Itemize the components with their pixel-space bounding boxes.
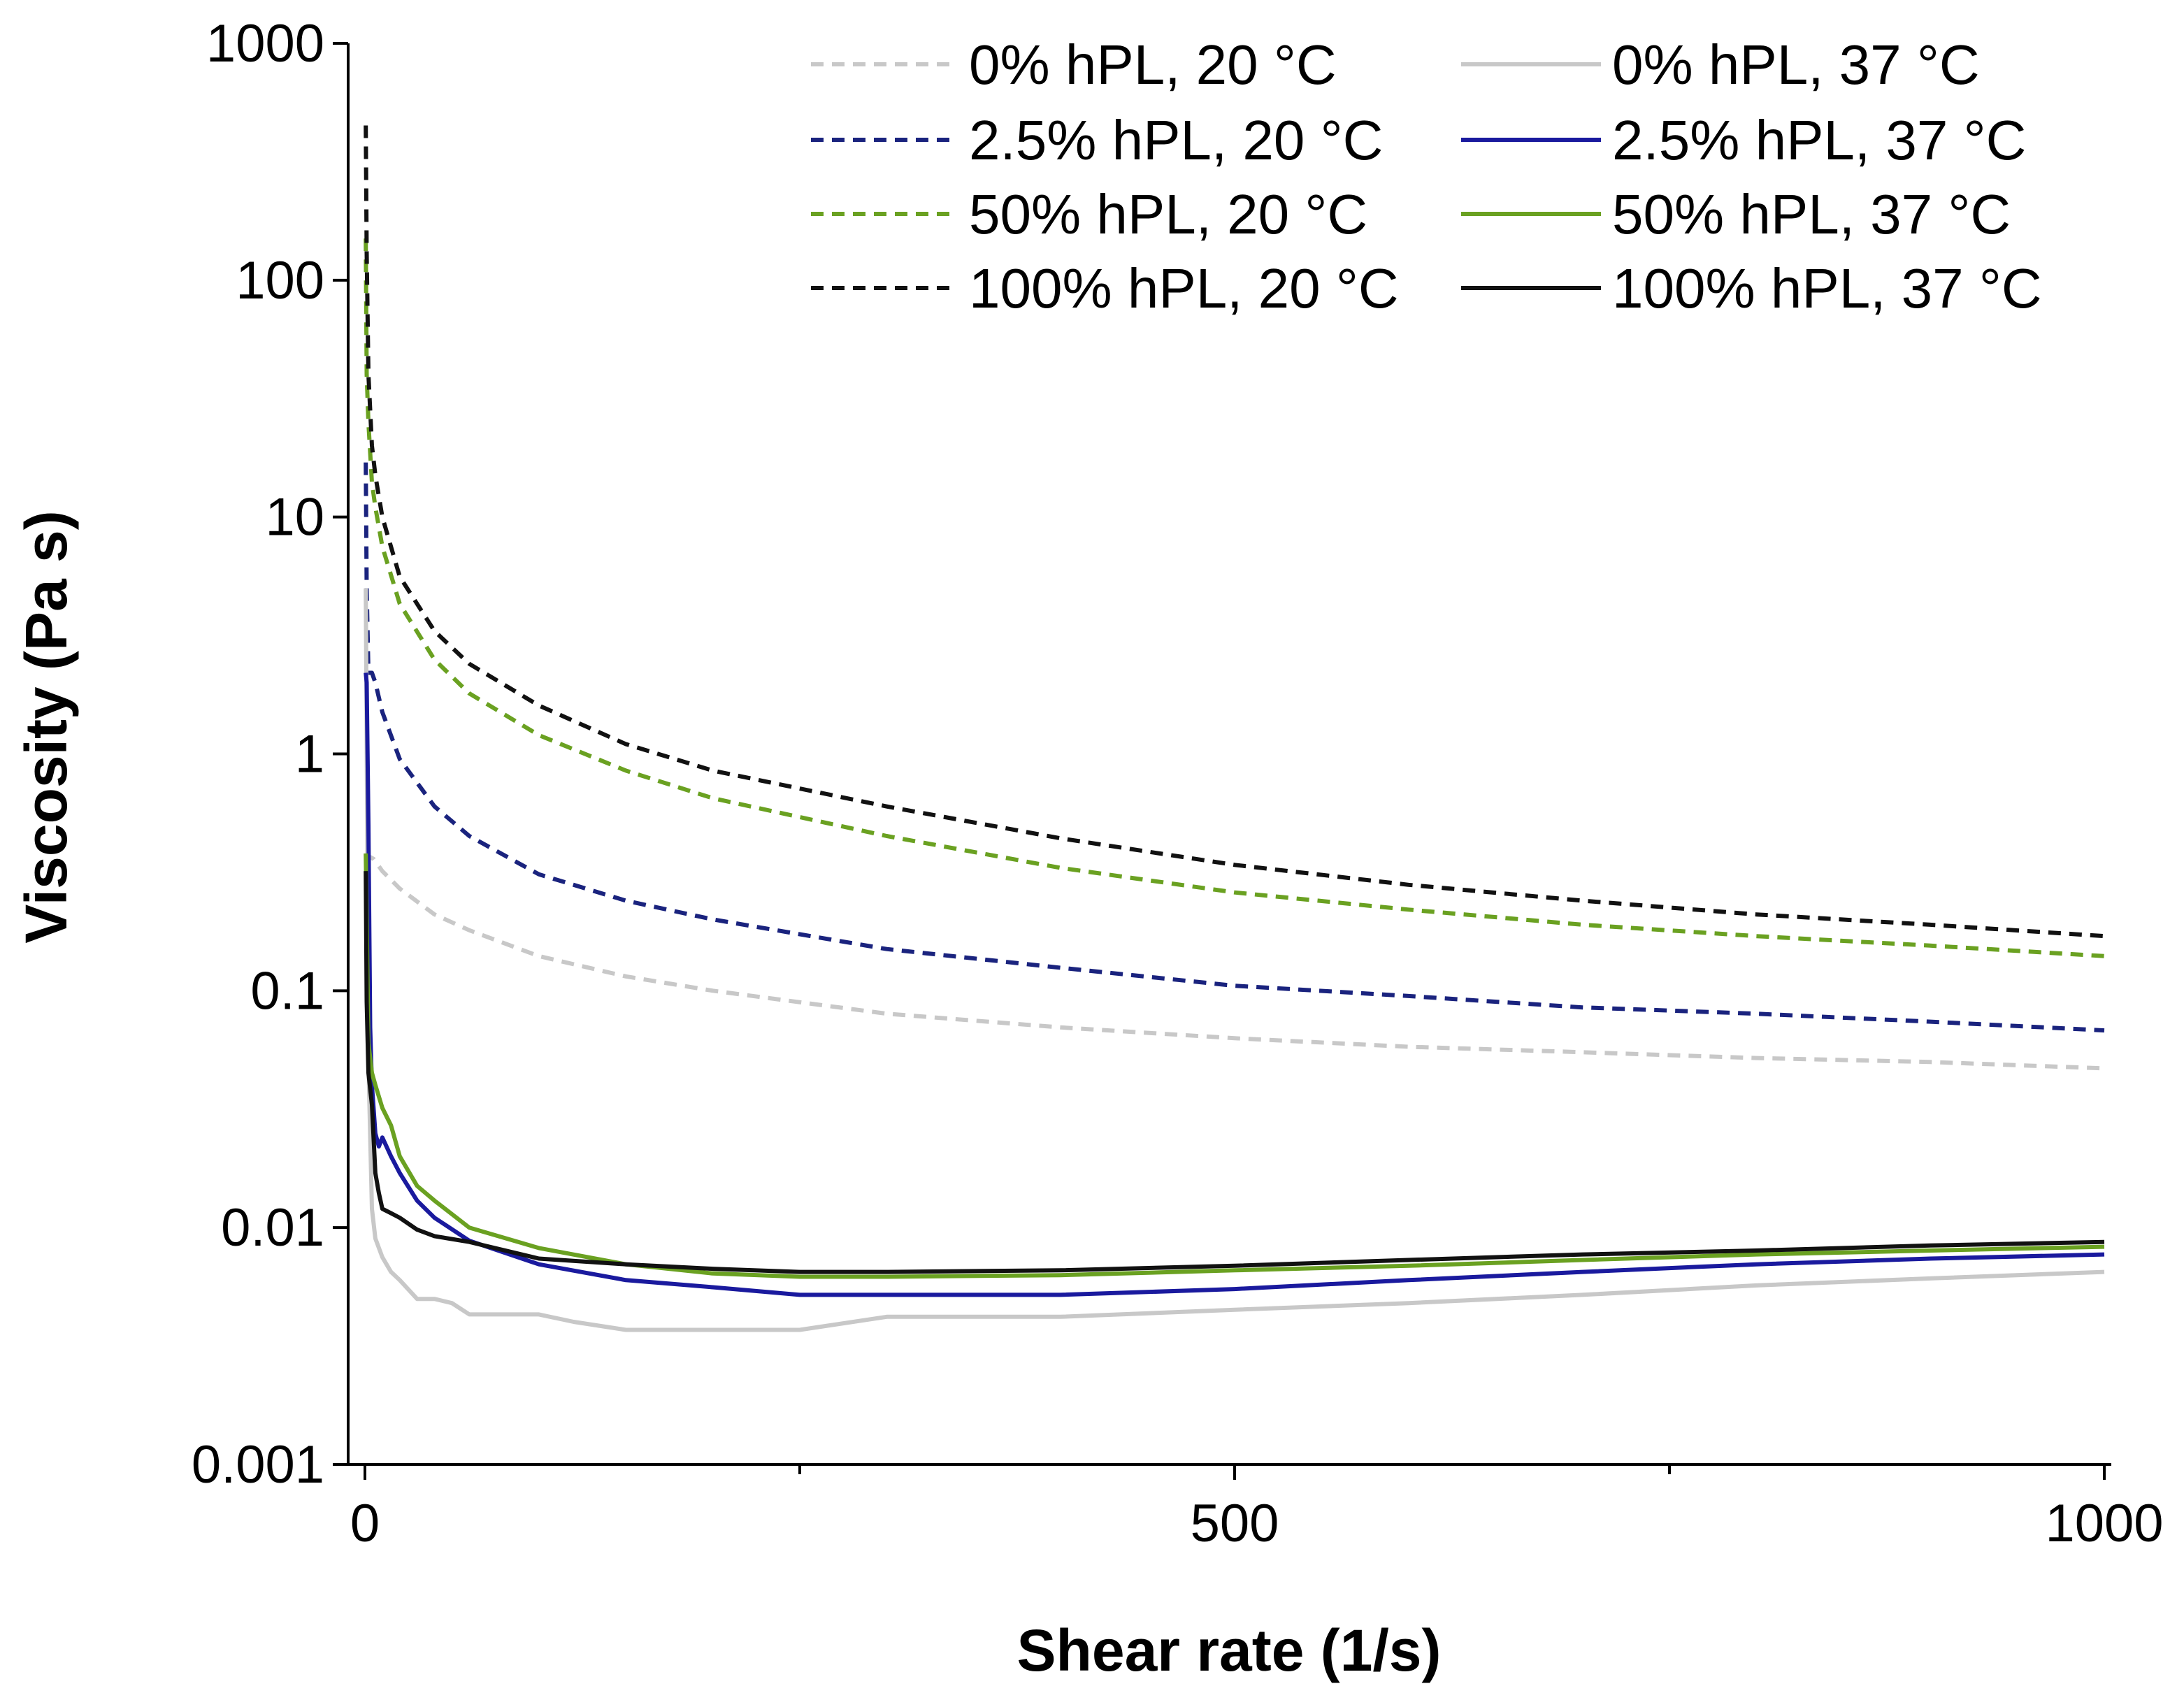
y-tick-label: 0.001 [192, 1435, 324, 1494]
x-axis-title: Shear rate (1/s) [1017, 1618, 1442, 1683]
legend-label: 50% hPL, 20 °C [969, 183, 1367, 245]
legend-item: 0% hPL, 20 °C [811, 34, 1337, 96]
legend-label: 50% hPL, 37 °C [1612, 183, 2011, 245]
series-line-4 [364, 125, 2105, 939]
series-line-5 [364, 588, 2105, 1332]
legend-label: 100% hPL, 20 °C [969, 257, 1399, 319]
plot-lines [364, 125, 2105, 1332]
legend-item: 0% hPL, 37 °C [1461, 34, 1980, 96]
y-tick-label: 0.1 [250, 961, 324, 1021]
legend-label: 0% hPL, 20 °C [969, 34, 1337, 96]
y-tick-label: 100 [236, 251, 324, 310]
series-line-8 [364, 871, 2105, 1274]
y-tick-label: 0.01 [221, 1198, 324, 1258]
legend-item: 50% hPL, 20 °C [811, 183, 1367, 245]
x-tick-label: 500 [1191, 1494, 1279, 1553]
legend-item: 100% hPL, 20 °C [811, 257, 1399, 319]
x-tick-label: 0 [350, 1494, 380, 1553]
y-tick-label: 1000 [206, 14, 324, 73]
legend-label: 2.5% hPL, 37 °C [1612, 109, 2026, 171]
series-line-7 [364, 853, 2105, 1279]
legend-label: 100% hPL, 37 °C [1612, 257, 2042, 319]
series-line-6 [364, 672, 2105, 1297]
legend-item: 2.5% hPL, 20 °C [811, 109, 1383, 171]
x-tick-label: 1000 [2045, 1494, 2163, 1553]
legend-label: 0% hPL, 37 °C [1612, 34, 1980, 96]
series-line-2 [364, 462, 2105, 1033]
ticks: 0.001 0.01 0.1 1 10 100 1000 0 500 1000 [192, 14, 2164, 1553]
legend-item: 2.5% hPL, 37 °C [1461, 109, 2026, 171]
y-axis-title: Viscosity (Pa s) [13, 510, 79, 943]
y-tick-label: 1 [295, 725, 324, 784]
series-line-3 [364, 238, 2105, 958]
series-line-1 [364, 853, 2105, 1071]
legend: 0% hPL, 20 °C 2.5% hPL, 20 °C 50% hPL, 20 … [811, 34, 2042, 319]
legend-label: 2.5% hPL, 20 °C [969, 109, 1383, 171]
legend-item: 50% hPL, 37 °C [1461, 183, 2011, 245]
y-tick-label: 10 [265, 488, 324, 547]
legend-item: 100% hPL, 37 °C [1461, 257, 2042, 319]
